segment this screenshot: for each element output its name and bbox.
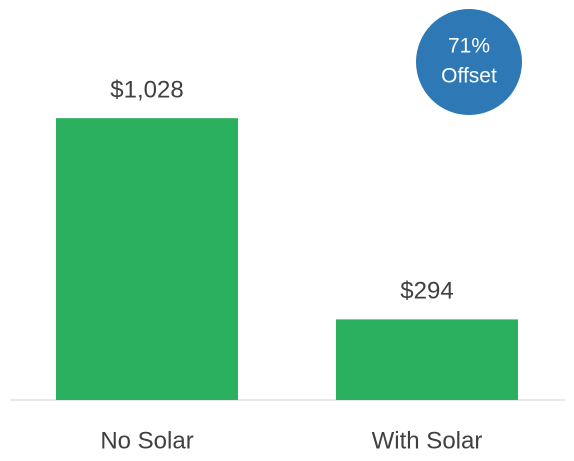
offset-badge: 71% Offset <box>416 9 522 115</box>
x-tick-label: With Solar <box>372 427 483 454</box>
bar <box>56 118 238 400</box>
x-tick-label: No Solar <box>100 427 193 454</box>
value-label: $294 <box>400 278 453 305</box>
bar <box>336 319 518 400</box>
badge-text: 71% <box>448 35 490 58</box>
badge-text: Offset <box>441 65 497 88</box>
badge-circle <box>416 9 522 115</box>
value-label: $1,028 <box>110 77 183 104</box>
